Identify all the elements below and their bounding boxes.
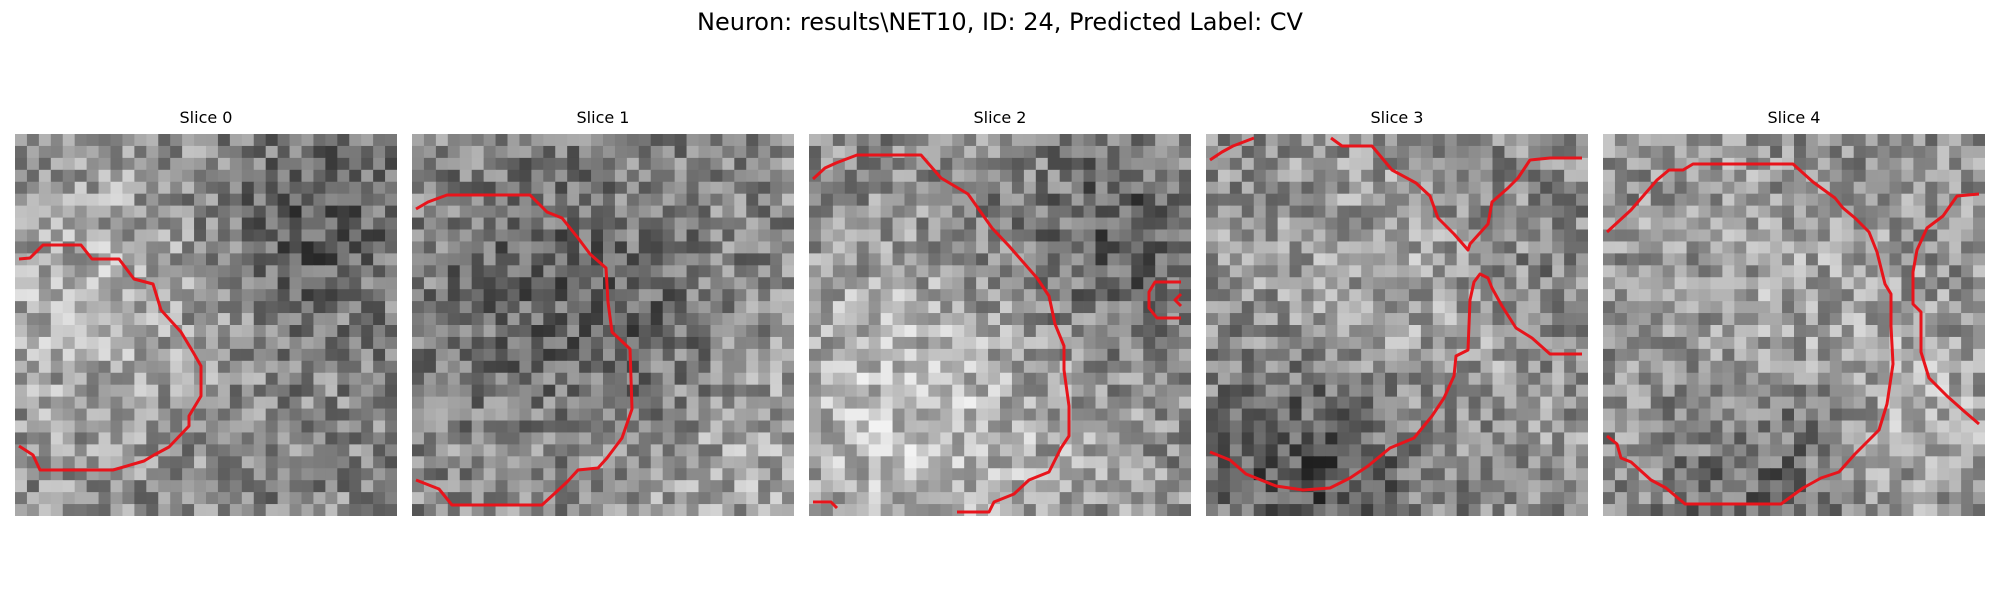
slice-4-contour-right: [1911, 192, 1980, 426]
slice-3-title: Slice 3: [1370, 108, 1424, 127]
slice-3-contour-main: [1330, 136, 1582, 252]
slice-2-contour-small: [1147, 280, 1181, 320]
slice-0-contour: [18, 243, 203, 472]
slice-3-contour-lower: [1209, 272, 1582, 492]
slice-1-image: [412, 134, 794, 516]
slice-2-contour-tick: [1173, 292, 1183, 308]
slice-4-panel: [1603, 134, 1985, 516]
slice-3-image: [1206, 134, 1588, 516]
slice-1-contour: [415, 193, 634, 507]
slice-3-contour-left: [1209, 136, 1255, 162]
figure-title: Neuron: results\NET10, ID: 24, Predicted…: [697, 8, 1303, 36]
slice-2-contour: [811, 153, 1071, 514]
slice-2-contour-corner: [813, 500, 839, 510]
slice-1-title: Slice 1: [576, 108, 630, 127]
slice-3-panel: [1206, 134, 1588, 516]
slice-0-panel: [15, 134, 397, 516]
slice-4-image: [1603, 134, 1985, 516]
slice-4-title: Slice 4: [1767, 108, 1821, 127]
slice-0-pixels: [15, 134, 397, 516]
slice-4-pixels: [1603, 134, 1985, 516]
slice-2-title: Slice 2: [973, 108, 1027, 127]
slice-4-contour-main: [1605, 162, 1895, 506]
slice-0-title: Slice 0: [179, 108, 233, 127]
slice-3-pixels: [1206, 134, 1588, 516]
slice-0-image: [15, 134, 397, 516]
slice-1-pixels: [412, 134, 794, 516]
slice-1-panel: [412, 134, 794, 516]
slice-2-pixels: [809, 134, 1191, 516]
slice-2-panel: [809, 134, 1191, 516]
slice-2-image: [809, 134, 1191, 516]
